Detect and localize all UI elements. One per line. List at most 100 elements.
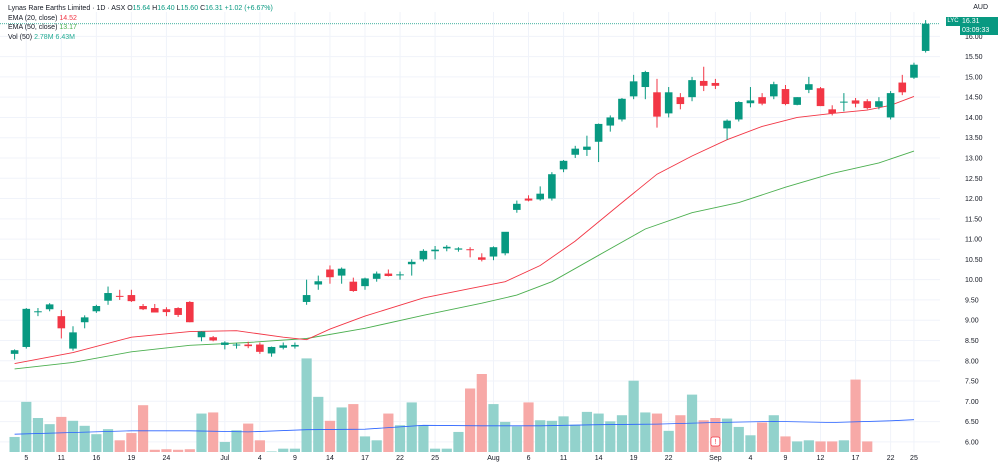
grid (0, 12, 940, 452)
candles (10, 20, 930, 360)
time-tick-label: 4 (258, 455, 262, 462)
candle-body (571, 148, 580, 155)
candle-body (816, 88, 825, 107)
candle-body (57, 316, 66, 329)
price-tick-label: 9.00 (965, 318, 979, 325)
candle-body (898, 82, 907, 93)
volume-bar (149, 449, 160, 452)
price-tick-label: 8.50 (965, 338, 979, 345)
volume-bar (605, 421, 616, 452)
volume-ma-line (14, 419, 915, 435)
candle-body (548, 174, 556, 199)
volume-bar (838, 440, 849, 452)
price-tick-label: 12.50 (965, 176, 983, 183)
volume-bar (44, 424, 55, 452)
time-tick-label: 22 (887, 455, 895, 462)
candle-body (209, 337, 217, 341)
candle-body (805, 84, 813, 90)
volume-bar (745, 435, 756, 452)
volume-bar (394, 425, 406, 452)
price-tick-label: 10.00 (965, 277, 983, 284)
volume-bar (616, 415, 628, 452)
volume-bar (651, 413, 663, 452)
price-tick-label: 9.50 (965, 297, 979, 304)
volume-bar (768, 415, 779, 452)
candle-body (396, 274, 404, 276)
volume-bar (231, 430, 242, 452)
volume-bar (558, 416, 569, 452)
volume-bar (114, 440, 125, 452)
currency-label[interactable]: AUD (973, 4, 988, 11)
volume-bar (21, 401, 32, 452)
volume-bar (137, 405, 149, 452)
candle-body (419, 250, 428, 260)
volume-bar (324, 420, 336, 452)
price-axis[interactable]: 6.00 6.50 7.00 7.50 8.00 8.50 9.00 9.50 10.00 10.… (965, 34, 983, 447)
candle-body (559, 160, 568, 170)
volume-bar (313, 396, 324, 452)
volume-bar (173, 449, 184, 452)
volume-bar (301, 358, 312, 452)
time-tick-label: 16 (92, 455, 100, 462)
candle-body (80, 317, 89, 323)
time-tick-label: 4 (748, 455, 752, 462)
candle-body (244, 344, 252, 347)
candle-body (372, 273, 381, 279)
volume-bar (780, 436, 791, 452)
price-tick-label: 15.50 (965, 54, 983, 61)
volume-bar (803, 440, 814, 452)
volume-bar (710, 418, 721, 452)
price-tick-label: 8.00 (965, 358, 979, 365)
volume-bar (815, 441, 826, 452)
candle-body (162, 309, 171, 313)
time-tick-label: 9 (784, 455, 788, 462)
candle-body (746, 100, 755, 104)
volume-bar (243, 423, 254, 452)
time-tick-label: 22 (396, 455, 404, 462)
price-tick-label: 12.00 (965, 196, 983, 203)
time-tick-label: 14 (326, 455, 334, 462)
volume-bar (465, 388, 476, 452)
last-price-tag: 16.31 (960, 17, 998, 26)
candle-body (186, 301, 194, 323)
volume-bar (254, 440, 265, 452)
volume-bar (406, 402, 417, 452)
candle-body (840, 101, 848, 103)
time-tick-label: 19 (128, 455, 136, 462)
candle-body (279, 345, 288, 348)
time-tick-label: 12 (817, 455, 825, 462)
candle-body (221, 342, 229, 345)
candle-body (664, 92, 673, 114)
candle-body (629, 81, 638, 97)
volume-bar (757, 422, 768, 452)
event-markers: ! (710, 436, 721, 447)
candle-body (384, 273, 393, 276)
time-tick-label: 11 (560, 455, 567, 462)
candle-body (875, 101, 883, 107)
volume-bar (184, 449, 195, 452)
volume-bar (429, 448, 441, 452)
event-marker-label: ! (714, 439, 716, 446)
volume-bar (32, 418, 44, 452)
volume-bar (500, 421, 511, 452)
time-axis[interactable]: 5 11 16 19 24 Jul 4 9 14 17 22 25 Aug 6 11 14 19 22 Sep 4 9 1… (24, 455, 918, 462)
candle-body (653, 92, 661, 117)
candle-body (734, 102, 743, 120)
volume-bar (371, 440, 382, 452)
volume-bar (488, 404, 499, 452)
event-marker (710, 436, 721, 447)
candle-body (910, 64, 918, 78)
volume-bar (850, 379, 861, 452)
candle-body (115, 295, 124, 297)
volume-bar (721, 418, 733, 452)
candle-body (104, 293, 112, 301)
candle-body (407, 261, 416, 265)
candle-body (139, 306, 147, 310)
candle-body (723, 120, 731, 129)
candle-body (431, 249, 439, 252)
volume-bar (161, 449, 172, 452)
price-tick-label: 7.50 (965, 379, 979, 386)
price-tick-label: 13.00 (965, 155, 983, 162)
candle-body (291, 344, 299, 347)
